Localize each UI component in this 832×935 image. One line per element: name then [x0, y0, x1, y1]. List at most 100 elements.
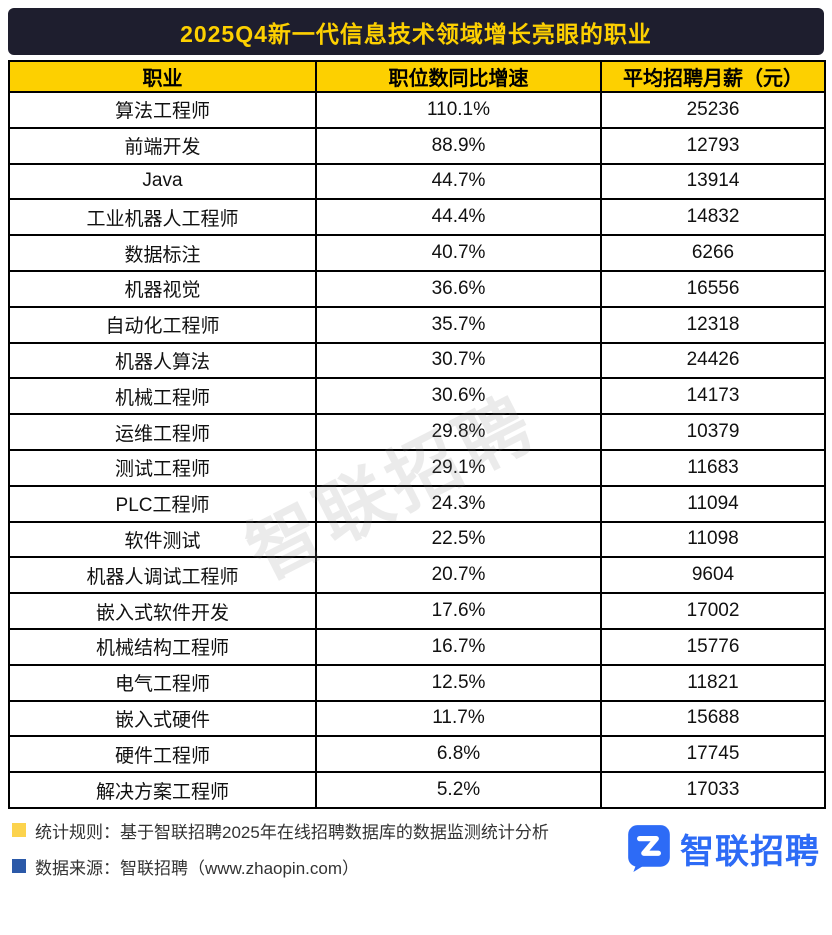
- table-row: 嵌入式软件开发 17.6% 17002: [8, 592, 826, 630]
- table-row: Java 44.7% 13914: [8, 162, 826, 201]
- occupation-cell: 软件测试: [8, 520, 317, 559]
- growth-cell: 20.7%: [315, 556, 602, 595]
- growth-cell: 44.4%: [315, 198, 602, 237]
- stat-rule-text: 统计规则：基于智联招聘2025年在线招聘数据库的数据监测统计分析: [35, 822, 549, 842]
- salary-cell: 24426: [600, 341, 826, 380]
- page-title-bar: 2025Q4新一代信息技术领域增长亮眼的职业: [8, 8, 824, 55]
- yellow-square-bullet-icon: [12, 823, 26, 838]
- table-row: 运维工程师 29.8% 10379: [8, 413, 826, 451]
- salary-cell: 14832: [600, 198, 826, 237]
- table-row: 嵌入式硬件 11.7% 15688: [8, 699, 826, 738]
- growth-cell: 30.6%: [315, 377, 602, 416]
- data-source-line: 数据来源：智联招聘（www.zhaopin.com）: [12, 854, 549, 879]
- table-header-row: 职业 职位数同比增速 平均招聘月薪（元）: [8, 60, 826, 93]
- zhaopin-logo: 智联招聘: [626, 823, 824, 873]
- salary-cell: 11094: [600, 484, 826, 523]
- growth-cell: 29.1%: [315, 448, 602, 487]
- occupation-cell: 嵌入式硬件: [8, 699, 317, 738]
- col-header-occupation: 职业: [8, 60, 317, 93]
- growth-cell: 110.1%: [315, 91, 602, 129]
- table-row: 解决方案工程师 5.2% 17033: [8, 771, 826, 809]
- col-header-growth: 职位数同比增速: [315, 60, 602, 93]
- salary-cell: 17033: [600, 771, 826, 809]
- growth-cell: 44.7%: [315, 162, 602, 201]
- occupation-cell: 机器视觉: [8, 269, 317, 308]
- salary-cell: 11098: [600, 520, 826, 559]
- occupation-cell: 机器人算法: [8, 341, 317, 380]
- salary-cell: 10379: [600, 413, 826, 451]
- occupation-cell: 机械工程师: [8, 377, 317, 416]
- occupation-cell: 解决方案工程师: [8, 771, 317, 809]
- salary-cell: 11683: [600, 448, 826, 487]
- occupation-cell: 电气工程师: [8, 663, 317, 702]
- occupation-cell: 测试工程师: [8, 448, 317, 487]
- stat-rule-line: 统计规则：基于智联招聘2025年在线招聘数据库的数据监测统计分析: [12, 818, 549, 843]
- table-row: 测试工程师 29.1% 11683: [8, 448, 826, 487]
- salary-cell: 12318: [600, 305, 826, 344]
- growth-cell: 16.7%: [315, 627, 602, 666]
- salary-cell: 6266: [600, 234, 826, 272]
- table-row: 机械结构工程师 16.7% 15776: [8, 627, 826, 666]
- salary-cell: 16556: [600, 269, 826, 308]
- occupation-cell: 机械结构工程师: [8, 627, 317, 666]
- blue-square-bullet-icon: [12, 859, 26, 874]
- table-row: 软件测试 22.5% 11098: [8, 520, 826, 559]
- zhaopin-logo-icon: [626, 823, 672, 873]
- salary-cell: 11821: [600, 663, 826, 702]
- salary-cell: 12793: [600, 126, 826, 165]
- growth-cell: 11.7%: [315, 699, 602, 738]
- growth-cell: 88.9%: [315, 126, 602, 165]
- growth-cell: 5.2%: [315, 771, 602, 809]
- occupation-cell: 运维工程师: [8, 413, 317, 451]
- table-row: 机器视觉 36.6% 16556: [8, 269, 826, 308]
- occupation-cell: 机器人调试工程师: [8, 556, 317, 595]
- salary-cell: 17745: [600, 735, 826, 774]
- table-row: 工业机器人工程师 44.4% 14832: [8, 198, 826, 237]
- growth-cell: 35.7%: [315, 305, 602, 344]
- zhaopin-logo-text: 智联招聘: [680, 832, 820, 871]
- salary-cell: 17002: [600, 592, 826, 630]
- table-row: 硬件工程师 6.8% 17745: [8, 735, 826, 774]
- table-body: 算法工程师 110.1% 25236 前端开发 88.9% 12793 Java 44.7% 1…: [8, 91, 826, 809]
- occupation-cell: 工业机器人工程师: [8, 198, 317, 237]
- salary-cell: 25236: [600, 91, 826, 129]
- jobs-table: 职业 职位数同比增速 平均招聘月薪（元） 算法工程师 110.1% 25236 前端开…: [8, 60, 826, 809]
- growth-cell: 12.5%: [315, 663, 602, 702]
- occupation-cell: 数据标注: [8, 234, 317, 272]
- table-row: 自动化工程师 35.7% 12318: [8, 305, 826, 344]
- salary-cell: 15776: [600, 627, 826, 666]
- occupation-cell: 前端开发: [8, 126, 317, 165]
- salary-cell: 13914: [600, 162, 826, 201]
- footer: 统计规则：基于智联招聘2025年在线招聘数据库的数据监测统计分析 数据来源：智联…: [8, 818, 824, 879]
- table-row: 电气工程师 12.5% 11821: [8, 663, 826, 702]
- col-header-salary: 平均招聘月薪（元）: [600, 60, 826, 93]
- growth-cell: 40.7%: [315, 234, 602, 272]
- occupation-cell: 硬件工程师: [8, 735, 317, 774]
- occupation-cell: 算法工程师: [8, 91, 317, 129]
- growth-cell: 29.8%: [315, 413, 602, 451]
- salary-cell: 9604: [600, 556, 826, 595]
- table-row: PLC工程师 24.3% 11094: [8, 484, 826, 523]
- salary-cell: 15688: [600, 699, 826, 738]
- table-row: 数据标注 40.7% 6266: [8, 234, 826, 272]
- table-row: 机械工程师 30.6% 14173: [8, 377, 826, 416]
- data-source-text: 数据来源：智联招聘（www.zhaopin.com）: [35, 858, 360, 878]
- occupation-cell: Java: [8, 162, 317, 201]
- growth-cell: 30.7%: [315, 341, 602, 380]
- occupation-cell: 嵌入式软件开发: [8, 592, 317, 630]
- growth-cell: 24.3%: [315, 484, 602, 523]
- table-row: 机器人算法 30.7% 24426: [8, 341, 826, 380]
- footer-notes: 统计规则：基于智联招聘2025年在线招聘数据库的数据监测统计分析 数据来源：智联…: [8, 818, 549, 879]
- table-row: 机器人调试工程师 20.7% 9604: [8, 556, 826, 595]
- table-row: 算法工程师 110.1% 25236: [8, 91, 826, 129]
- growth-cell: 22.5%: [315, 520, 602, 559]
- salary-cell: 14173: [600, 377, 826, 416]
- occupation-cell: 自动化工程师: [8, 305, 317, 344]
- page-title: 2025Q4新一代信息技术领域增长亮眼的职业: [180, 20, 652, 47]
- table-row: 前端开发 88.9% 12793: [8, 126, 826, 165]
- occupation-cell: PLC工程师: [8, 484, 317, 523]
- growth-cell: 36.6%: [315, 269, 602, 308]
- growth-cell: 6.8%: [315, 735, 602, 774]
- growth-cell: 17.6%: [315, 592, 602, 630]
